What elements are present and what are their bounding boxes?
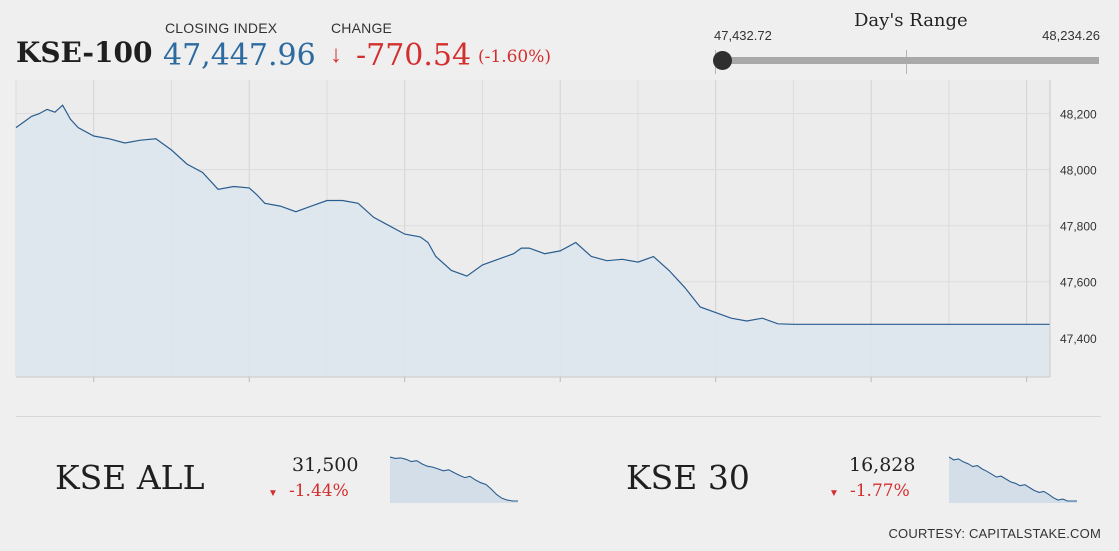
area-fill [16,105,1050,377]
y-tick-label: 47,400 [1060,332,1097,346]
kse-all-value: 31,500 [292,454,359,476]
kse30-value: 16,828 [849,454,916,476]
days-range-title: Day's Range [854,10,968,31]
kse-all-sparkline [390,456,518,503]
down-triangle-icon: ▼ [268,488,278,499]
y-tick-label: 48,000 [1060,164,1097,178]
index-series-line [15,104,1050,325]
x-tick-label: 10 AM [77,384,111,385]
y-tick-label: 47,800 [1060,220,1097,234]
days-range-low: 47,432.72 [714,28,772,43]
kse30-name: KSE 30 [626,458,750,497]
section-divider [16,416,1101,417]
index-title: KSE-100 [16,36,153,69]
closing-index-label: CLOSING INDEX [165,20,278,36]
y-tick-label: 48,200 [1060,108,1097,122]
x-tick-label: 12 PM [387,384,422,385]
x-tick-label: 03 PM [854,384,889,385]
x-tick-label: 01 PM [543,384,578,385]
change-percent: (-1.60%) [478,47,552,67]
kse-all-change: -1.44% [289,481,349,501]
sparkline-line [390,456,518,502]
x-tick-label: 02 PM [698,384,733,385]
kse-all-name: KSE ALL [55,458,205,497]
change-value: -770.54 [356,38,472,73]
down-triangle-icon: ▼ [829,488,839,499]
closing-index-value: 47,447.96 [163,38,316,73]
days-range-bar [715,57,1099,64]
change-label: CHANGE [331,20,393,36]
x-tick-label: 11 AM [233,384,266,385]
days-range-high: 48,234.26 [1042,28,1100,43]
sparkline-fill [390,457,518,503]
kse100-intraday-chart: 47,400 47,600 47,800 48,000 48,200 10 AM 11 AM… [15,80,1097,385]
y-tick-label: 47,600 [1060,276,1097,290]
down-arrow-icon: ↓ [330,41,342,68]
sparkline-line [949,456,1077,502]
days-range-marker [713,51,733,70]
x-tick-label: 04 PM [1009,384,1044,385]
kse30-sparkline [949,456,1077,503]
kse30-change: -1.77% [850,481,910,501]
courtesy-credit: COURTESY: CAPITALSTAKE.COM [888,526,1101,541]
